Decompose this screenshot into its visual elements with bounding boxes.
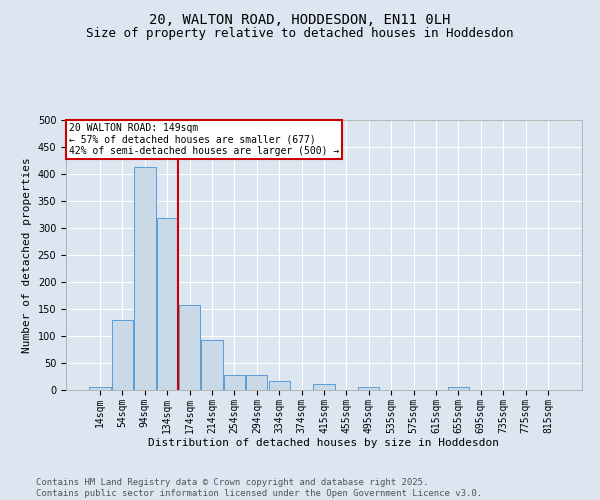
Bar: [202, 340, 223, 390]
Text: 20 WALTON ROAD: 149sqm
← 57% of detached houses are smaller (677)
42% of semi-de: 20 WALTON ROAD: 149sqm ← 57% of detached…: [68, 122, 339, 156]
Bar: [134, 167, 155, 390]
Bar: [246, 375, 268, 390]
Bar: [112, 320, 133, 390]
Bar: [157, 218, 178, 390]
Text: Size of property relative to detached houses in Hoddesdon: Size of property relative to detached ho…: [86, 28, 514, 40]
Text: Contains HM Land Registry data © Crown copyright and database right 2025.
Contai: Contains HM Land Registry data © Crown c…: [36, 478, 482, 498]
Bar: [89, 388, 111, 390]
Bar: [179, 305, 200, 390]
X-axis label: Distribution of detached houses by size in Hoddesdon: Distribution of detached houses by size …: [149, 438, 499, 448]
Y-axis label: Number of detached properties: Number of detached properties: [22, 157, 32, 353]
Bar: [313, 384, 335, 390]
Bar: [358, 388, 379, 390]
Bar: [269, 382, 290, 390]
Bar: [448, 388, 469, 390]
Text: 20, WALTON ROAD, HODDESDON, EN11 0LH: 20, WALTON ROAD, HODDESDON, EN11 0LH: [149, 12, 451, 26]
Bar: [224, 375, 245, 390]
